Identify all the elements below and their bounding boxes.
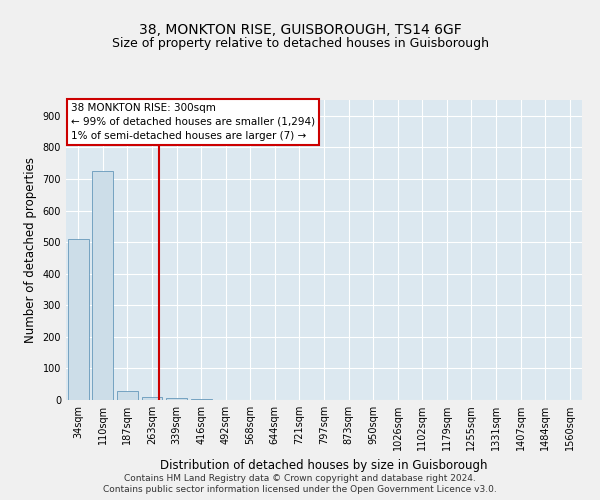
Text: 38, MONKTON RISE, GUISBOROUGH, TS14 6GF: 38, MONKTON RISE, GUISBOROUGH, TS14 6GF (139, 22, 461, 36)
Text: Contains HM Land Registry data © Crown copyright and database right 2024.: Contains HM Land Registry data © Crown c… (124, 474, 476, 483)
Bar (92, 171, 113, 400)
Text: 38 MONKTON RISE: 300sqm
← 99% of detached houses are smaller (1,294)
1% of semi-: 38 MONKTON RISE: 300sqm ← 99% of detache… (71, 103, 315, 141)
Text: Size of property relative to detached houses in Guisborough: Size of property relative to detached ho… (112, 38, 488, 51)
Bar (68, 239, 89, 400)
Text: Contains public sector information licensed under the Open Government Licence v3: Contains public sector information licen… (103, 485, 497, 494)
Bar (166, 398, 187, 400)
Y-axis label: Number of detached properties: Number of detached properties (24, 157, 37, 343)
X-axis label: Distribution of detached houses by size in Guisborough: Distribution of detached houses by size … (160, 459, 488, 472)
Bar (142, 397, 163, 400)
Bar (117, 390, 138, 400)
